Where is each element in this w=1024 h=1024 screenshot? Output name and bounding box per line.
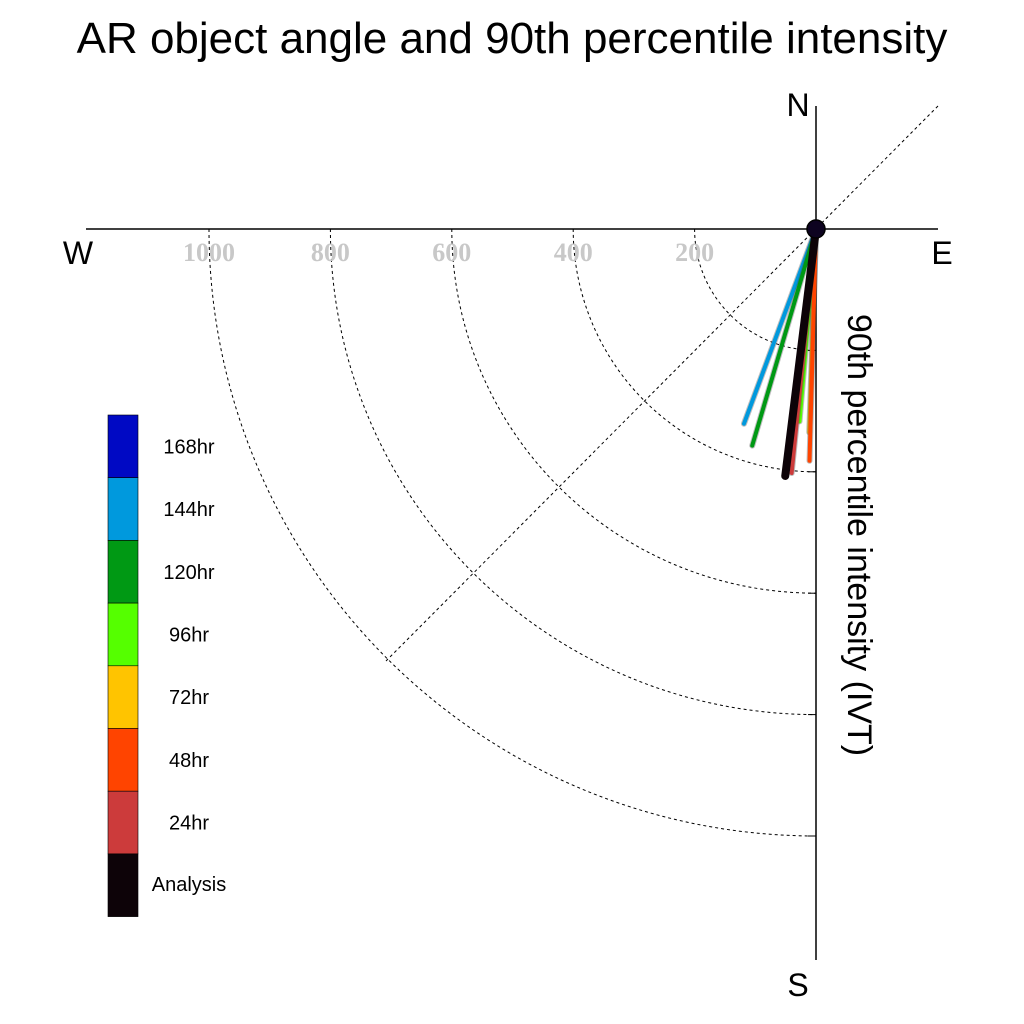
ring-1000 [208,228,817,837]
east-label: E [931,235,952,271]
ring-200 [694,228,817,351]
legend-label-analysis: Analysis [152,874,226,896]
legend-label-24hr: 24hr [169,813,209,835]
legend-label-120hr: 120hr [163,562,214,584]
legend-swatch-24hr [107,790,139,855]
vector-120hr [750,227,818,448]
legend-label-144hr: 144hr [163,499,214,521]
ring-label-400: 400 [554,238,593,267]
vector-analysis [781,225,820,480]
ring-600 [451,228,817,594]
ring-label-800: 800 [311,238,350,267]
ring-label-1000: 1000 [183,238,235,267]
south-label: S [787,967,808,1003]
legend-swatch-48hr [107,728,139,792]
legend-swatch-144hr [107,477,139,541]
legend-swatch-analysis [107,853,139,917]
west-label: W [63,235,94,271]
ring-label-200: 200 [675,238,714,267]
legend-label-72hr: 72hr [169,687,209,709]
ring-label-600: 600 [432,238,471,267]
radial-axis-title: 90th percentile intensity (IVT) [840,314,878,756]
chart-title: AR object angle and 90th percentile inte… [76,14,948,63]
center-dot [806,219,826,239]
legend-swatch-168hr [107,414,139,479]
north-label: N [786,87,809,123]
legend-label-168hr: 168hr [163,436,214,458]
diagonal-grid-line [385,105,939,662]
ring-400 [572,228,817,473]
ring-800 [329,228,817,716]
vector-144hr [741,227,818,426]
legend-swatch-72hr [107,665,139,729]
legend-label-96hr: 96hr [169,624,209,646]
legend-swatch-120hr [107,540,139,604]
legend-swatch-96hr [107,602,139,667]
legend-label-48hr: 48hr [169,750,209,772]
